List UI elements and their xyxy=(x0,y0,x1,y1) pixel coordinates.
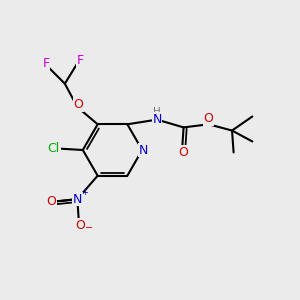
Text: O: O xyxy=(179,146,188,159)
Text: O: O xyxy=(46,195,56,208)
Text: O: O xyxy=(73,98,83,111)
Text: +: + xyxy=(81,188,88,197)
Text: N: N xyxy=(73,193,82,206)
Text: F: F xyxy=(43,58,50,70)
Text: F: F xyxy=(77,54,84,68)
Text: O: O xyxy=(76,219,85,232)
Text: Cl: Cl xyxy=(48,142,60,155)
Text: H: H xyxy=(153,107,161,117)
Text: −: − xyxy=(85,223,93,233)
Text: N: N xyxy=(152,113,162,126)
Text: O: O xyxy=(204,112,214,125)
Text: N: N xyxy=(139,143,148,157)
